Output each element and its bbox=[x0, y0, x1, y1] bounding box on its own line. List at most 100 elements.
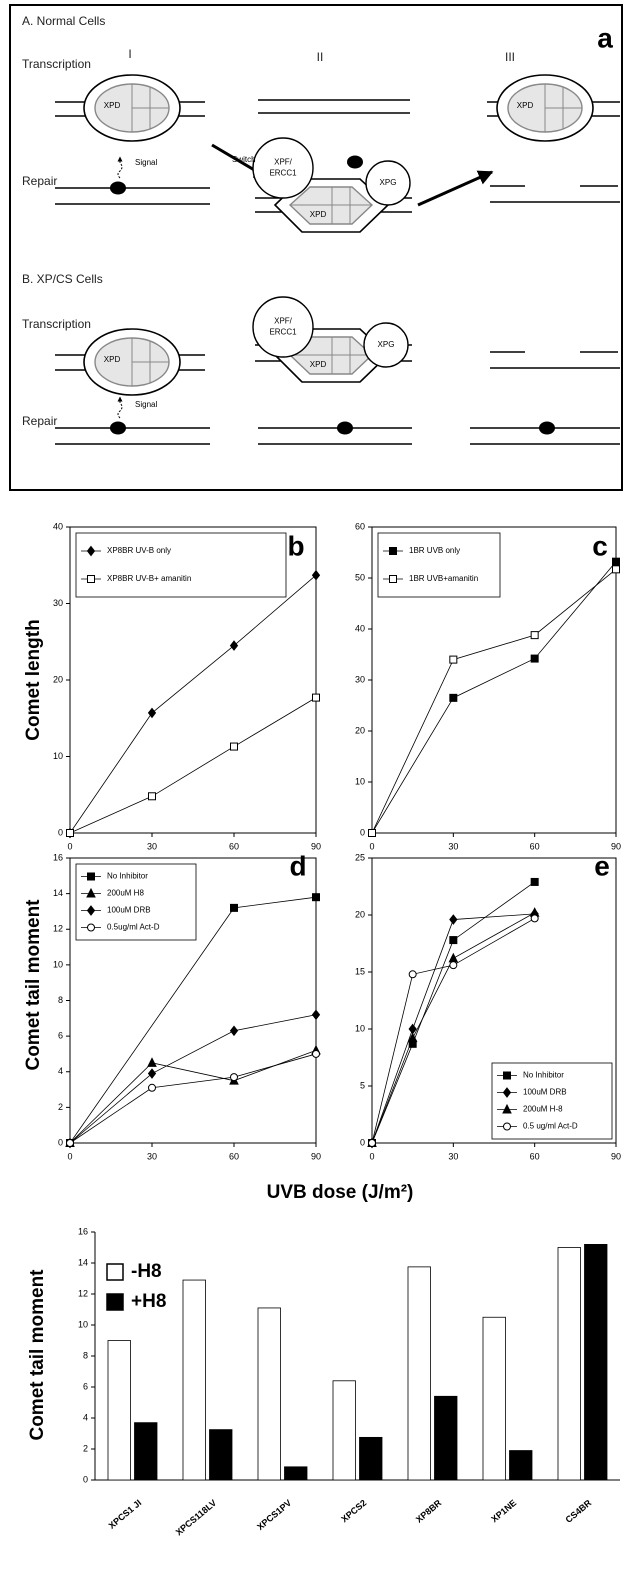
row-label: Transcription bbox=[22, 317, 91, 331]
y-tick-label: 0 bbox=[58, 827, 63, 837]
marker bbox=[449, 693, 458, 702]
legend-label: No Inhibitor bbox=[523, 1071, 564, 1080]
x-tick-label: 90 bbox=[611, 1151, 621, 1161]
marker bbox=[312, 1049, 320, 1058]
marker bbox=[312, 893, 320, 902]
x-tick-label: 60 bbox=[229, 1151, 239, 1161]
x-tick-label: 30 bbox=[147, 1151, 157, 1161]
legend-swatch bbox=[106, 1263, 124, 1281]
bar bbox=[209, 1429, 233, 1481]
signal-label: Signal bbox=[135, 158, 157, 167]
x-tick-label: 0 bbox=[369, 1151, 374, 1161]
marker bbox=[368, 829, 376, 837]
protein bbox=[363, 322, 409, 368]
legend-label: XP8BR UV-B only bbox=[107, 546, 171, 555]
row-label: Repair bbox=[22, 414, 57, 428]
legend-label: 200uM H-8 bbox=[523, 1105, 563, 1114]
legend-label: XP8BR UV-B+ amanitin bbox=[107, 574, 191, 583]
bar bbox=[134, 1422, 158, 1481]
x-tick-label: 90 bbox=[611, 841, 621, 851]
y-tick-label: 8 bbox=[58, 995, 63, 1005]
legend-marker bbox=[502, 1103, 512, 1114]
marker bbox=[147, 707, 157, 719]
column-label: I bbox=[128, 47, 131, 61]
marker bbox=[449, 655, 458, 664]
legend-marker bbox=[86, 905, 96, 916]
marker bbox=[66, 829, 74, 837]
protein-label: ERCC1 bbox=[269, 328, 297, 337]
panel-label: e bbox=[594, 850, 610, 881]
marker bbox=[612, 557, 620, 566]
bar bbox=[509, 1450, 533, 1481]
bar bbox=[257, 1307, 281, 1481]
lesion bbox=[110, 421, 126, 435]
bar bbox=[407, 1266, 431, 1481]
x-tick-label: 60 bbox=[530, 841, 540, 851]
legend-label: 0.5ug/ml Act-D bbox=[107, 923, 160, 932]
series-line bbox=[371, 561, 617, 834]
legend-label: No Inhibitor bbox=[107, 872, 148, 881]
marker bbox=[312, 693, 320, 702]
marker bbox=[147, 1057, 157, 1067]
legend-marker bbox=[389, 547, 397, 555]
x-tick-label: 60 bbox=[530, 1151, 540, 1161]
x-tick-label: XPCS1 JI bbox=[107, 1498, 144, 1531]
protein bbox=[252, 296, 314, 358]
panel-label: b bbox=[287, 530, 304, 561]
marker bbox=[148, 792, 156, 801]
legend-marker bbox=[86, 545, 96, 557]
panel-label: d bbox=[289, 850, 306, 881]
signal-label: Signal bbox=[135, 400, 157, 409]
marker bbox=[408, 970, 417, 979]
y-tick-label: 12 bbox=[78, 1288, 88, 1298]
marker bbox=[408, 1023, 417, 1035]
xpd-label: XPD bbox=[517, 101, 534, 110]
y-axis-label: Comet tail moment bbox=[27, 1269, 48, 1441]
marker bbox=[530, 914, 539, 923]
y-tick-label: 10 bbox=[53, 959, 63, 969]
y-tick-label: 10 bbox=[53, 751, 63, 761]
marker bbox=[449, 936, 458, 945]
legend-marker bbox=[502, 1087, 512, 1098]
marker bbox=[448, 952, 459, 963]
series-line bbox=[371, 912, 535, 1144]
series-line bbox=[371, 918, 535, 1144]
series-line bbox=[69, 1053, 317, 1144]
lesion bbox=[337, 421, 353, 435]
legend-label: 1BR UVB only bbox=[409, 546, 460, 555]
y-tick-label: 16 bbox=[53, 852, 63, 862]
marker bbox=[612, 565, 620, 574]
y-tick-label: 0 bbox=[83, 1474, 88, 1484]
marker bbox=[530, 654, 539, 663]
series-line bbox=[371, 881, 535, 1144]
bar bbox=[182, 1279, 206, 1481]
y-tick-label: 0 bbox=[58, 1137, 63, 1147]
xpd-label: XPD bbox=[310, 360, 327, 369]
y-tick-label: 20 bbox=[355, 725, 365, 735]
lesion bbox=[110, 181, 126, 195]
legend-marker bbox=[503, 1122, 511, 1131]
legend-box bbox=[75, 532, 287, 598]
marker bbox=[229, 1025, 239, 1037]
protein-label: XPG bbox=[378, 340, 395, 349]
y-tick-label: 0 bbox=[360, 1137, 365, 1147]
diagram: XPD XPD XPF/ERCC1 XPG XPD XPD XPD XPF/ERCC1 XPG bbox=[55, 74, 620, 445]
legend-marker bbox=[86, 887, 96, 898]
x-tick-label: 30 bbox=[448, 841, 458, 851]
protein bbox=[365, 160, 411, 206]
marker bbox=[148, 1083, 156, 1092]
y-tick-label: 10 bbox=[78, 1319, 88, 1329]
y-tick-label: 14 bbox=[78, 1257, 88, 1267]
y-axis-label: Comet length bbox=[23, 619, 44, 740]
y-tick-label: 40 bbox=[53, 521, 63, 531]
legend-box bbox=[377, 532, 501, 598]
protein bbox=[252, 137, 314, 199]
legend-marker bbox=[87, 575, 95, 583]
marker bbox=[230, 903, 238, 912]
signal-arrow bbox=[117, 156, 123, 179]
panel-label: c bbox=[592, 530, 608, 561]
x-tick-label: CS4BR bbox=[564, 1497, 594, 1525]
x-tick-label: 30 bbox=[147, 841, 157, 851]
bar bbox=[107, 1340, 131, 1481]
